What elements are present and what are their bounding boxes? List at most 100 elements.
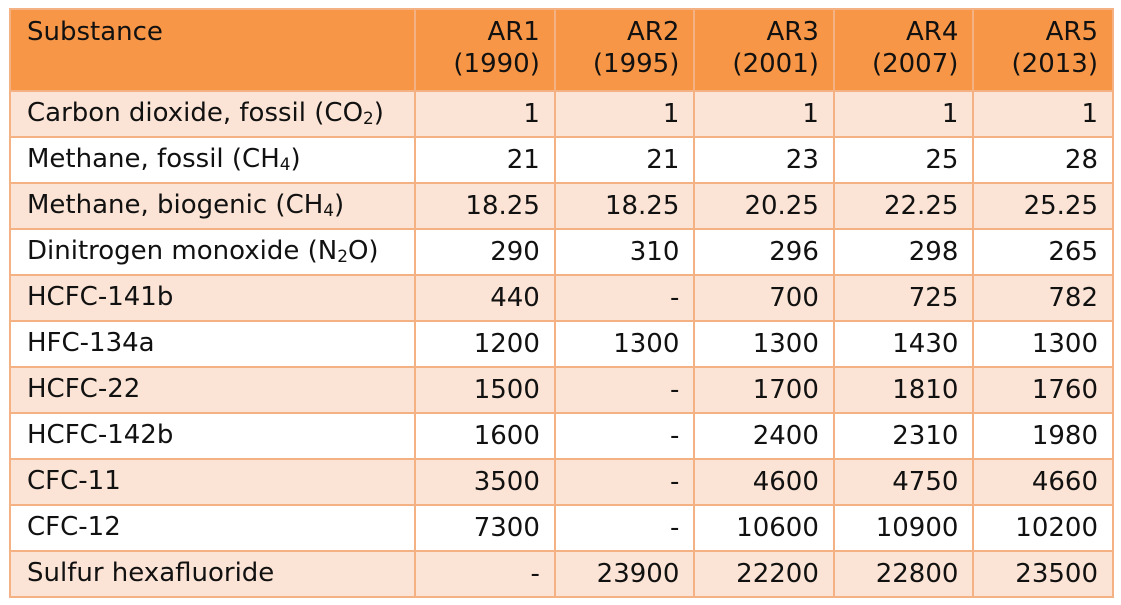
table-row: Methane, fossil (CH4) 21 21 23 25 28	[8, 136, 1114, 184]
table-header: Substance AR1 (1990) AR2 (1995) AR3 (200…	[8, 8, 1114, 92]
gwp-value-ar4: 25	[832, 136, 975, 184]
substance-prefix: CFC-12	[27, 512, 121, 542]
gwp-value-ar5: 23500	[972, 550, 1114, 598]
gwp-value-ar1: 1	[414, 90, 556, 138]
gwp-value-ar3: 1300	[693, 320, 835, 368]
substance-prefix: Carbon dioxide, fossil (CO	[27, 98, 364, 128]
gwp-value-ar2: 1	[553, 90, 696, 138]
gwp-value-ar5: 4660	[972, 458, 1114, 506]
gwp-value-ar4: 1	[832, 90, 975, 138]
substance-suffix: )	[373, 98, 384, 128]
header-year: (2001)	[732, 49, 819, 79]
table-row: Dinitrogen monoxide (N2O) 290 310 296 298 265	[8, 228, 1114, 276]
gwp-value-ar3: 23	[693, 136, 835, 184]
gwp-value-ar4: 22800	[832, 550, 975, 598]
gwp-value-ar5: 265	[972, 228, 1114, 276]
gwp-value-ar4: 725	[832, 274, 975, 322]
substance-name: CFC-11	[8, 458, 417, 506]
gwp-value-ar1: 290	[414, 228, 556, 276]
substance-prefix: HFC-134a	[27, 328, 155, 358]
gwp-value-ar2: -	[553, 412, 696, 460]
gwp-value-ar2: 1300	[553, 320, 696, 368]
table-row: HCFC-22 1500-1700 1810 1760	[8, 366, 1114, 414]
table-row: HCFC-142b 1600-2400 2310 1980	[8, 412, 1114, 460]
gwp-value-ar5: 1760	[972, 366, 1114, 414]
substance-name: Sulfur hexafluoride	[8, 550, 417, 598]
gwp-value-ar3: 22200	[693, 550, 835, 598]
header-ar2: AR2 (1995)	[553, 8, 696, 92]
gwp-value-ar4: 10900	[832, 504, 975, 552]
gwp-value-ar3: 296	[693, 228, 835, 276]
gwp-value-ar1: 1500	[414, 366, 556, 414]
gwp-value-ar2: 23900	[553, 550, 696, 598]
substance-name: HCFC-142b	[8, 412, 417, 460]
substance-suffix: O)	[347, 236, 379, 266]
gwp-value-ar4: 298	[832, 228, 975, 276]
header-label: AR3	[766, 17, 819, 47]
gwp-value-ar1: -	[414, 550, 556, 598]
header-ar1: AR1 (1990)	[414, 8, 556, 92]
substance-sub: 4	[323, 200, 335, 221]
gwp-value-ar1: 18.25	[414, 182, 556, 230]
gwp-value-ar3: 10600	[693, 504, 835, 552]
gwp-value-ar5: 1300	[972, 320, 1114, 368]
table-row: Carbon dioxide, fossil (CO2) 1 1 1 1 1	[8, 90, 1114, 138]
substance-prefix: CFC-11	[27, 466, 121, 496]
header-label: AR2	[626, 17, 680, 47]
gwp-value-ar2: 18.25	[553, 182, 696, 230]
substance-name: HCFC-141b	[8, 274, 417, 322]
substance-suffix: )	[290, 144, 301, 174]
substance-prefix: Sulfur hexafluoride	[27, 558, 275, 588]
table-row: Methane, biogenic (CH4) 18.25 18.25 20.25 22…	[8, 182, 1114, 230]
table-row: HFC-134a 1200 1300 1300 1430 1300	[8, 320, 1114, 368]
gwp-value-ar1: 7300	[414, 504, 556, 552]
table-body: Carbon dioxide, fossil (CO2) 1 1 1 1 1 Methane…	[8, 90, 1114, 598]
gwp-value-ar2: 21	[553, 136, 696, 184]
gwp-table: Substance AR1 (1990) AR2 (1995) AR3 (200…	[8, 8, 1114, 598]
header-label: AR4	[906, 17, 959, 47]
header-label: AR5	[1045, 17, 1098, 47]
gwp-value-ar2: -	[553, 274, 696, 322]
substance-name: HFC-134a	[8, 320, 417, 368]
header-row: Substance AR1 (1990) AR2 (1995) AR3 (200…	[8, 8, 1114, 92]
substance-name: Carbon dioxide, fossil (CO2)	[8, 90, 417, 138]
gwp-value-ar4: 22.25	[832, 182, 975, 230]
gwp-value-ar2: -	[553, 504, 696, 552]
table-row: Sulfur hexafluoride -23900 22200 22800 23500	[8, 550, 1114, 598]
gwp-value-ar3: 700	[693, 274, 835, 322]
substance-prefix: HCFC-142b	[27, 420, 174, 450]
table-row: CFC-11 3500-4600 4750 4660	[8, 458, 1114, 506]
table-row: HCFC-141b 440-700 725 782	[8, 274, 1114, 322]
table-row: CFC-12 7300-10600 10900 10200	[8, 504, 1114, 552]
gwp-value-ar5: 782	[972, 274, 1114, 322]
header-ar4: AR4 (2007)	[832, 8, 975, 92]
gwp-value-ar3: 2400	[693, 412, 835, 460]
gwp-value-ar1: 21	[414, 136, 556, 184]
gwp-value-ar1: 440	[414, 274, 556, 322]
gwp-value-ar4: 1810	[832, 366, 975, 414]
header-label: AR1	[487, 17, 540, 47]
substance-sub: 2	[363, 108, 374, 129]
header-year: (2007)	[871, 49, 959, 79]
gwp-value-ar4: 2310	[832, 412, 975, 460]
gwp-value-ar5: 1	[972, 90, 1114, 138]
gwp-value-ar3: 4600	[693, 458, 835, 506]
substance-name: HCFC-22	[8, 366, 417, 414]
substance-name: Dinitrogen monoxide (N2O)	[8, 228, 417, 276]
substance-name: Methane, biogenic (CH4)	[8, 182, 417, 230]
header-ar5: AR5 (2013)	[972, 8, 1114, 92]
gwp-value-ar5: 1980	[972, 412, 1114, 460]
header-ar3: AR3 (2001)	[693, 8, 835, 92]
substance-prefix: Methane, biogenic (CH	[27, 190, 324, 220]
substance-sub: 2	[337, 246, 348, 267]
gwp-value-ar1: 3500	[414, 458, 556, 506]
gwp-value-ar3: 1	[693, 90, 835, 138]
header-year: (1990)	[453, 49, 540, 79]
gwp-value-ar3: 1700	[693, 366, 835, 414]
gwp-value-ar5: 28	[972, 136, 1114, 184]
substance-sub: 4	[279, 154, 291, 175]
substance-prefix: HCFC-22	[27, 374, 141, 404]
substance-prefix: HCFC-141b	[27, 282, 174, 312]
header-year: (1995)	[592, 49, 680, 79]
substance-prefix: Methane, fossil (CH	[27, 144, 280, 174]
